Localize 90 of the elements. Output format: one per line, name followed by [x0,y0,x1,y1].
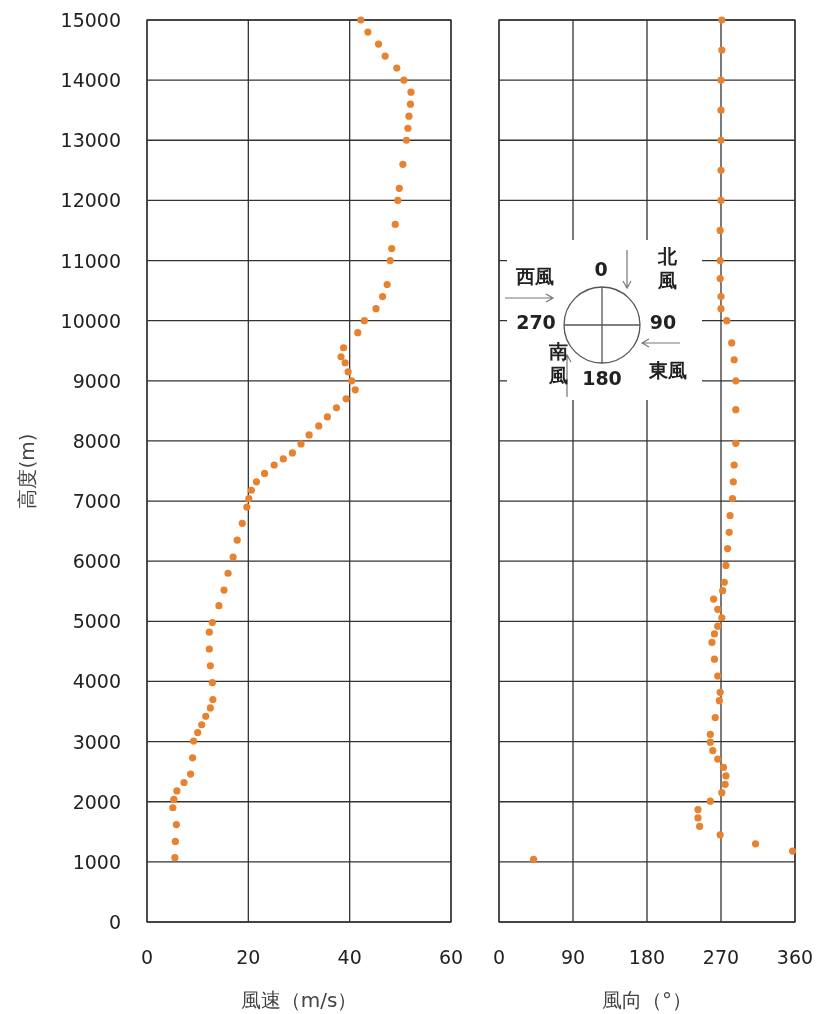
point [723,544,732,553]
point [718,46,726,54]
point [718,789,726,797]
point [717,106,725,114]
y-tick-label: 10000 [60,309,121,332]
point [696,822,704,830]
point [726,511,734,520]
point [717,196,725,204]
annotation: 180 [582,367,622,389]
annotation: 南風 [547,340,568,386]
y-tick-label: 13000 [60,129,121,152]
x-tick-label: 180 [628,946,666,968]
point [718,16,726,24]
point [714,755,722,763]
annotation: 北風 [656,245,678,291]
y-tick-label: 5000 [72,610,121,633]
point [710,595,718,603]
annotation: 西風 [515,265,554,287]
point [751,840,760,848]
point [728,495,737,503]
x-tick-label: 0 [140,946,154,968]
y-tick-label: 3000 [72,730,121,753]
y-tick-label: 14000 [60,69,121,92]
point [717,136,725,144]
point [720,578,728,586]
x-tick-label: 360 [776,946,814,968]
point [722,561,730,570]
point [716,831,724,839]
point [706,797,714,805]
annotation: 270 [516,311,556,333]
point [717,305,725,313]
annotation: 0 [594,258,608,280]
x-tick-label: 0 [492,946,506,968]
y-tick-label: 15000 [60,9,121,31]
x-tick-label: 20 [236,946,261,968]
point [710,655,719,663]
point [717,293,725,301]
point [714,622,722,630]
point [714,672,722,680]
y-tick-label: 1000 [72,850,121,873]
point [732,406,740,414]
y-tick-label: 2000 [72,790,121,813]
point [788,847,797,855]
point [728,339,736,347]
point [732,439,740,447]
point [694,805,702,814]
x-axis-title: 風向（°） [602,988,692,1012]
y-tick-label: 11000 [60,249,121,272]
y-tick-label: 7000 [72,490,121,513]
point [714,605,722,613]
point [694,814,702,822]
annotation: 90 [649,311,677,333]
point [716,688,724,696]
point [723,317,731,325]
y-tick-label: 6000 [72,550,121,573]
point [529,855,538,864]
y-tick-label: 9000 [72,369,121,392]
point [716,256,724,265]
point [716,226,724,235]
y-axis-title: 高度(m) [15,433,39,509]
x-tick-label: 60 [438,946,464,968]
point [725,528,733,536]
x-tick-label: 270 [702,946,740,968]
point [719,587,727,595]
y-tick-label: 0 [108,911,121,933]
point [729,478,737,486]
point [711,713,719,722]
point [718,614,726,622]
point [721,780,729,788]
x-tick-label: 90 [560,946,586,968]
point [730,461,738,469]
point [706,730,714,738]
x-tick-label: 40 [337,946,362,968]
y-tick-label: 8000 [72,429,121,452]
point [717,76,725,84]
point [710,630,719,638]
y-tick-label: 12000 [60,189,121,212]
point [715,697,723,705]
point [716,274,724,283]
point [722,772,730,780]
point [719,763,728,772]
x-axis-title: 風速（m/s） [240,988,358,1012]
point [706,738,714,746]
annotation: 東風 [648,359,687,381]
point [717,166,725,174]
point [732,377,740,385]
y-tick-label: 4000 [72,670,121,693]
point [709,747,717,755]
point [708,638,716,646]
point [730,356,738,364]
